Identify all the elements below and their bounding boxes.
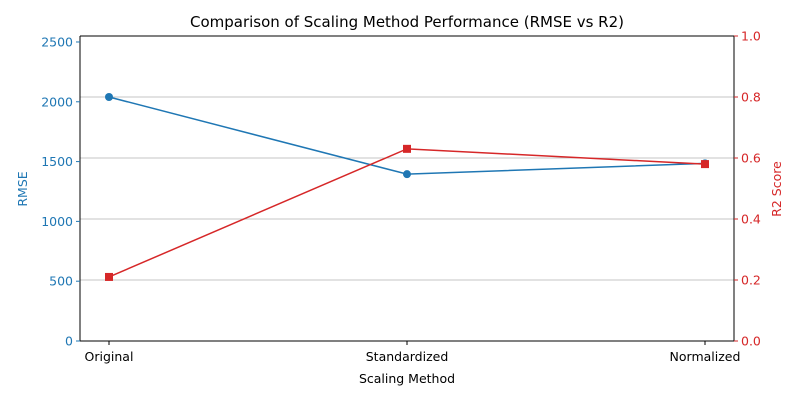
y-axis-right-label: R2 Score bbox=[769, 161, 784, 217]
x-tick-label: Original bbox=[85, 349, 134, 364]
series-line-rmse bbox=[108, 96, 706, 175]
data-point-r2 bbox=[701, 160, 709, 169]
x-tick-label: Standardized bbox=[366, 349, 449, 364]
data-point-rmse bbox=[105, 93, 113, 101]
y-right-tick-label: 0.4 bbox=[741, 212, 761, 227]
y-axis-left-label: RMSE bbox=[15, 171, 30, 206]
y-left-tick-label: 2000 bbox=[41, 94, 73, 109]
x-tick-label: Normalized bbox=[670, 349, 741, 364]
y-right-tick-label: 0.0 bbox=[741, 334, 761, 349]
data-point-r2 bbox=[105, 272, 113, 281]
y-left-tick-label: 2500 bbox=[41, 34, 73, 49]
y-left-tick-label: 500 bbox=[49, 274, 73, 289]
y-right-tick-label: 1.0 bbox=[741, 29, 761, 44]
tick-labels: Original Standardized Normalized 0 500 1000 15… bbox=[41, 29, 761, 365]
y-right-tick-label: 0.2 bbox=[741, 273, 761, 288]
y-left-tick-label: 0 bbox=[65, 334, 73, 349]
series-markers bbox=[105, 93, 709, 281]
data-point-r2 bbox=[403, 144, 411, 153]
x-axis-label: Scaling Method bbox=[359, 371, 455, 386]
y-left-tick-label: 1500 bbox=[41, 154, 73, 169]
chart-title: Comparison of Scaling Method Performance… bbox=[190, 13, 624, 31]
y-left-tick-label: 1000 bbox=[41, 214, 73, 229]
series-line-r2 bbox=[108, 148, 706, 278]
series-lines bbox=[108, 96, 706, 278]
axes bbox=[76, 35, 738, 345]
grid-lines bbox=[80, 96, 734, 281]
y-right-tick-label: 0.8 bbox=[741, 90, 761, 105]
y-right-tick-label: 0.6 bbox=[741, 151, 761, 166]
data-point-rmse bbox=[403, 170, 411, 179]
